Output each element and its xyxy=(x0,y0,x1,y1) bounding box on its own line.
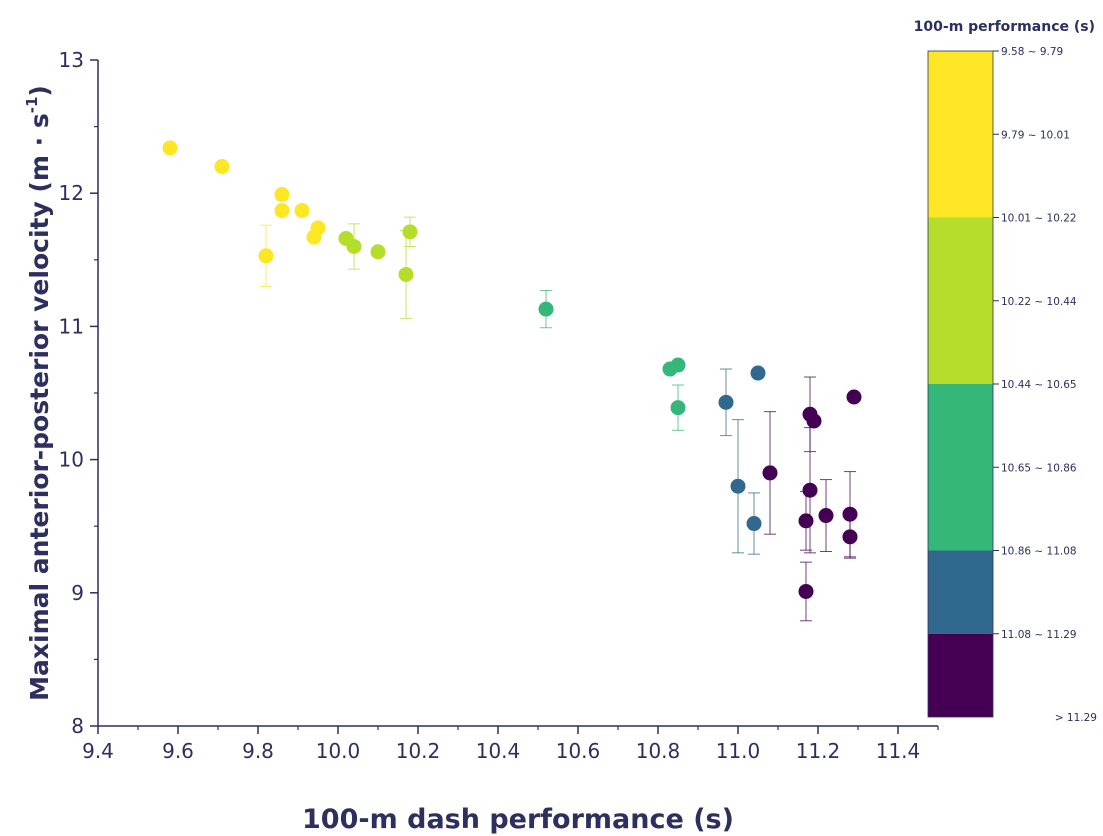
x-tick-label: 9.4 xyxy=(82,739,114,763)
y-axis-title-main: Maximal anterior-posterior velocity (m ·… xyxy=(25,113,54,701)
y-ticks: 8 9 10 11 12 13 xyxy=(59,48,98,738)
colorbar-band xyxy=(928,217,993,384)
data-point xyxy=(370,244,386,260)
colorbar-bands xyxy=(927,50,994,718)
y-axis-title-superscript: -1 xyxy=(23,97,41,114)
x-ticks: 9.4 9.6 9.8 10.0 10.2 10.4 10.6 10.8 11.0 11.2 11.… xyxy=(82,726,939,763)
data-point xyxy=(162,140,178,156)
colorbar-title: 100-m performance (s) xyxy=(914,19,1095,35)
data-point xyxy=(294,203,310,219)
y-tick-label: 13 xyxy=(59,48,84,72)
data-point xyxy=(798,583,814,599)
data-point xyxy=(274,203,290,219)
y-tick-label: 9 xyxy=(71,581,84,605)
x-tick-label: 10.2 xyxy=(396,739,441,763)
x-tick-label: 11.2 xyxy=(796,739,841,763)
data-point xyxy=(538,301,554,317)
x-tick-label: 9.8 xyxy=(242,739,274,763)
y-tick-label: 12 xyxy=(59,181,84,205)
colorbar-label: 11.08 ~ 11.29 xyxy=(1001,629,1077,641)
y-axis-title: Maximal anterior-posterior velocity (m ·… xyxy=(23,85,54,701)
x-tick-label: 10.8 xyxy=(636,739,681,763)
x-tick-label: 10.6 xyxy=(556,739,601,763)
colorbar-label: 10.01 ~ 10.22 xyxy=(1001,213,1077,225)
data-point xyxy=(670,357,686,373)
colorbar-band xyxy=(928,550,993,634)
data-point xyxy=(398,266,414,282)
colorbar-label: 10.65 ~ 10.86 xyxy=(1001,462,1077,474)
data-point xyxy=(818,508,834,524)
x-axis-title: 100-m dash performance (s) xyxy=(302,804,734,835)
x-tick-label: 10.0 xyxy=(316,739,361,763)
data-point xyxy=(274,187,290,203)
data-point xyxy=(346,238,362,254)
colorbar-label: 9.58 ~ 9.79 xyxy=(1001,46,1063,58)
data-point xyxy=(842,506,858,522)
data-point xyxy=(402,224,418,240)
y-tick-label: 11 xyxy=(59,314,84,338)
colorbar-label: 10.44 ~ 10.65 xyxy=(1001,379,1077,391)
x-tick-label: 11.0 xyxy=(716,739,761,763)
data-point xyxy=(670,400,686,416)
y-axis-title-close: ) xyxy=(25,85,54,96)
colorbar-legend: 100-m performance (s) 9.58 ~ 9.79 9.79 ~ … xyxy=(914,19,1097,724)
data-point xyxy=(806,413,822,429)
colorbar-ticks: 9.58 ~ 9.79 9.79 ~ 10.01 10.01 ~ 10.22 10.2… xyxy=(993,46,1097,724)
colorbar-label: 10.22 ~ 10.44 xyxy=(1001,296,1077,308)
x-tick-label: 11.4 xyxy=(876,739,921,763)
x-tick-label: 9.6 xyxy=(162,739,194,763)
colorbar-band xyxy=(928,51,993,218)
error-bars xyxy=(260,216,856,622)
data-point xyxy=(746,516,762,532)
data-point xyxy=(802,482,818,498)
colorbar-band xyxy=(928,633,993,717)
colorbar-label: 10.86 ~ 11.08 xyxy=(1001,546,1077,558)
data-point xyxy=(258,248,274,264)
data-point xyxy=(310,220,326,236)
data-point xyxy=(214,159,230,175)
colorbar-band xyxy=(928,384,993,551)
colorbar-label: > 11.29 xyxy=(1055,712,1097,724)
y-tick-label: 8 xyxy=(71,714,84,738)
x-tick-label: 10.4 xyxy=(476,739,521,763)
colorbar-label: 9.79 ~ 10.01 xyxy=(1001,129,1070,141)
y-tick-label: 10 xyxy=(59,448,84,472)
data-point xyxy=(842,529,858,545)
data-point xyxy=(750,365,766,381)
data-point xyxy=(798,513,814,529)
data-points xyxy=(162,140,862,599)
data-point xyxy=(718,394,734,410)
data-point xyxy=(762,465,778,481)
data-point xyxy=(846,389,862,405)
data-point xyxy=(730,478,746,494)
